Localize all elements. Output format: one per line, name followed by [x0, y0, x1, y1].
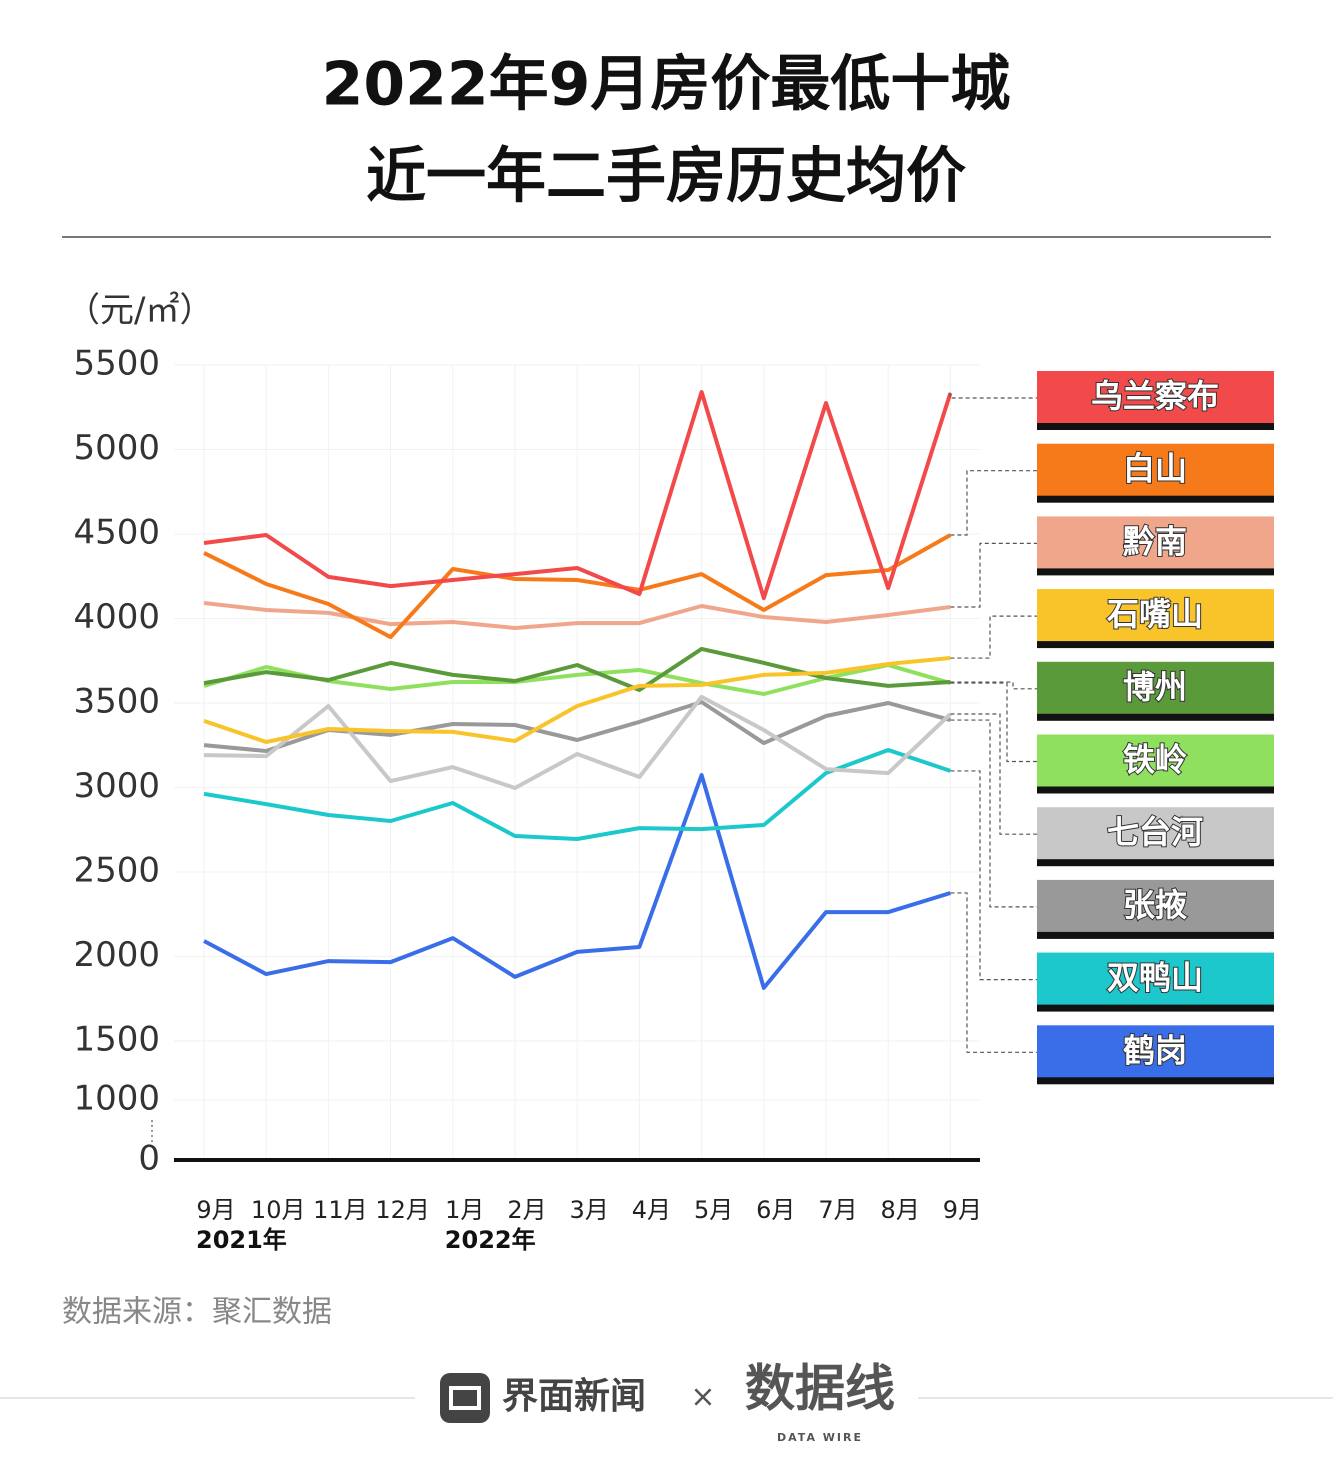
y-tick-label: 1000 [73, 1079, 160, 1119]
line-series [203, 601, 951, 630]
x-tick-label: 5月 [694, 1196, 733, 1224]
legend-swatch [1037, 443, 1274, 496]
source: 数据来源：聚汇数据 [62, 1295, 332, 1330]
x-tick-label: 12月 [375, 1196, 430, 1224]
connector [950, 770, 1037, 981]
x-year-label: 2022年 [445, 1226, 536, 1254]
legend-swatch [1037, 807, 1274, 860]
x-tick-label: 9月 [196, 1196, 235, 1224]
brand-logo [449, 1386, 481, 1410]
legend-swatch [1037, 516, 1274, 569]
legend-swatch [1037, 589, 1274, 642]
line-series [203, 656, 951, 744]
x-tick-label: 4月 [632, 1196, 671, 1224]
line-series [203, 390, 953, 601]
x-tick-label: 11月 [313, 1196, 368, 1224]
connector [950, 542, 1037, 608]
legend-label: 铁岭 [1123, 741, 1187, 779]
x-tick-label: 1月 [445, 1196, 484, 1224]
line-series [203, 748, 952, 841]
connector [949, 392, 1037, 399]
y-tick-label: 4500 [73, 513, 160, 553]
legend-label: 七台河 [1107, 813, 1203, 851]
legend-swatch [1037, 734, 1274, 787]
line-series [203, 646, 951, 692]
x-year-label: 2021年 [196, 1226, 287, 1254]
y-tick-label: 3000 [73, 766, 160, 806]
connector [950, 713, 1037, 835]
line-series [203, 694, 952, 790]
connector [950, 470, 1037, 536]
connector [950, 892, 1037, 1053]
legend-label: 双鸭山 [1107, 959, 1203, 997]
legend-label: 黔南 [1123, 522, 1187, 560]
connector [950, 682, 1037, 763]
x-tick-label: 8月 [881, 1196, 920, 1224]
x-tick-label: 9月 [943, 1196, 982, 1224]
y-tick-label: 2000 [73, 935, 160, 975]
line-series [203, 773, 951, 990]
legend-swatch [1037, 1025, 1274, 1078]
brand-logo [440, 1373, 490, 1423]
y-tick-label: 5000 [73, 428, 160, 468]
connector [950, 719, 1037, 908]
brand: 界面新闻 [502, 1376, 646, 1417]
legend-swatch [1037, 879, 1274, 932]
legend-label: 石嘴山 [1106, 595, 1203, 633]
legend-swatch [1037, 371, 1274, 423]
legend-label: 张掖 [1123, 886, 1187, 924]
y-tick-label: 5500 [73, 344, 160, 384]
connector [950, 615, 1037, 659]
partner: 数据线 [745, 1360, 895, 1418]
y-tick-label: 2500 [73, 851, 160, 891]
chart-title: 2022年9月房价最低十城 [322, 50, 1011, 120]
connector [950, 681, 1037, 690]
y-axis-label: （元/㎡） [66, 291, 213, 331]
footer-cross: × [690, 1380, 715, 1415]
y-tick-label: 4000 [73, 597, 160, 637]
y-tick-label: 0 [138, 1139, 160, 1179]
x-tick-label: 3月 [570, 1196, 609, 1224]
legend-swatch [1037, 952, 1274, 1005]
x-tick-label: 2月 [507, 1196, 546, 1224]
legend-swatch [1037, 661, 1274, 714]
y-tick-label: 3500 [73, 682, 160, 722]
chart-title: 近一年二手房历史均价 [366, 142, 966, 212]
y-tick-label: 1500 [73, 1020, 160, 1060]
legend-label: 鹤岗 [1123, 1031, 1187, 1069]
legend-label: 白山 [1123, 450, 1187, 488]
x-tick-label: 6月 [756, 1196, 795, 1224]
x-tick-label: 10月 [251, 1196, 306, 1224]
partner-en: DATA WIRE [777, 1431, 863, 1444]
legend-label: 乌兰察布 [1091, 377, 1219, 415]
legend-label: 博州 [1123, 668, 1187, 706]
x-tick-label: 7月 [818, 1196, 857, 1224]
line-series [203, 533, 952, 640]
